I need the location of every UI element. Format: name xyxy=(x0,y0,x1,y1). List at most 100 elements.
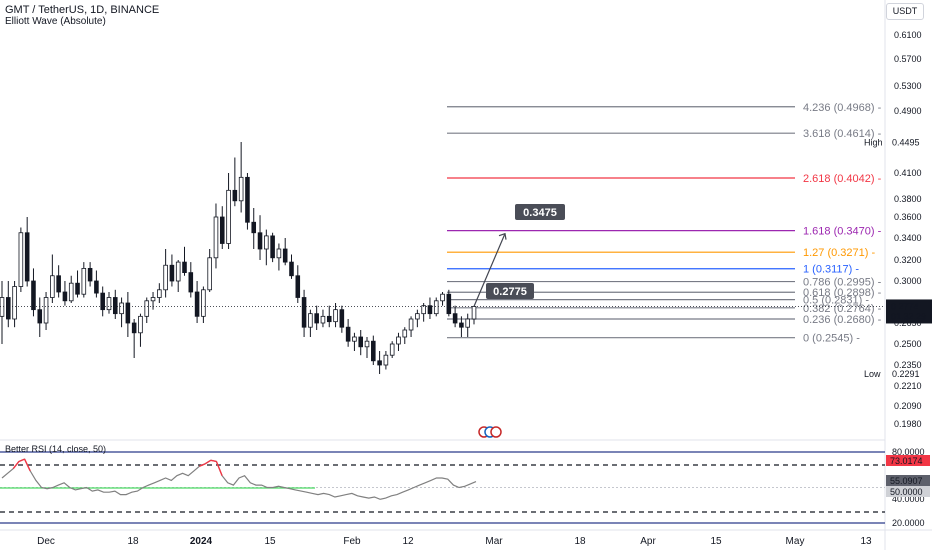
candle-body xyxy=(238,176,244,202)
candle-body xyxy=(251,221,257,234)
fib-level-label: 0.236 (0.2680) - xyxy=(803,314,882,326)
candle-body xyxy=(440,293,445,302)
candle-body xyxy=(106,297,112,311)
candle-body xyxy=(194,291,200,317)
candle-body xyxy=(245,176,250,223)
last-price-badge xyxy=(886,299,932,324)
projection-arrow-head xyxy=(498,232,507,240)
x-tick-label: Apr xyxy=(640,536,656,547)
candle-body xyxy=(62,291,68,302)
x-tick-label: Mar xyxy=(485,536,503,547)
fib-level-label: 0.382 (0.2764) - xyxy=(803,303,882,315)
rsi-value-badge-text: 73.0174 xyxy=(890,456,923,466)
candle-body xyxy=(339,309,345,328)
rsi-value-badge-text: 55.0907 xyxy=(890,476,923,486)
candle-body xyxy=(345,326,351,342)
y-tick-label: 0.2500 xyxy=(894,339,922,349)
fib-level-label: 3.618 (0.4614) - xyxy=(803,128,882,140)
rsi-value-badge xyxy=(886,475,930,486)
x-tick-label: 2024 xyxy=(190,536,213,547)
projection-label-box xyxy=(515,204,565,220)
rsi-overbought-segment xyxy=(215,461,223,476)
x-tick-label: 18 xyxy=(127,536,139,547)
rsi-line xyxy=(1,458,477,500)
candle-body xyxy=(131,322,137,334)
candle-body xyxy=(459,322,464,328)
candle-body xyxy=(427,305,433,315)
x-tick-label: May xyxy=(786,536,805,547)
y-tick-label: 0.4100 xyxy=(894,168,922,178)
rsi-overbought-segment xyxy=(12,461,20,470)
fib-level-label: 4.236 (0.4968) - xyxy=(803,102,882,114)
y-tick-label: 0.3800 xyxy=(894,194,922,204)
y-tick-label: 0.3600 xyxy=(894,212,922,222)
candle-body xyxy=(433,300,439,315)
candle-body xyxy=(144,300,150,317)
candle-body xyxy=(446,293,452,315)
candle-body xyxy=(50,275,55,298)
candle-body xyxy=(125,302,131,324)
candle-body xyxy=(377,360,382,366)
candle-body xyxy=(24,232,30,282)
candle-body xyxy=(232,189,238,202)
last-price-value: 0.2774 xyxy=(891,301,919,311)
candle-body xyxy=(421,305,426,315)
candle-body xyxy=(150,297,156,302)
projection-label: 0.3475 xyxy=(523,207,557,219)
indicator-title: Elliott Wave (Absolute) xyxy=(5,16,106,27)
currency-button[interactable]: USDT xyxy=(886,3,924,20)
fib-level-label: 0.618 (0.2898) - xyxy=(803,287,882,299)
candle-body xyxy=(100,292,105,311)
rsi-axis-label: 40.0000 xyxy=(892,494,925,504)
y-tick-label: 0.2210 xyxy=(894,381,922,391)
candle-body xyxy=(333,309,338,323)
candle-body xyxy=(94,280,99,294)
candle-body xyxy=(201,289,206,317)
countdown-value: 01:32:29 xyxy=(891,311,926,321)
candle-body xyxy=(226,189,231,244)
candle-body xyxy=(383,354,389,366)
candle-body xyxy=(276,248,282,259)
rsi-value-badge xyxy=(886,486,930,497)
x-tick-label: 15 xyxy=(710,536,722,547)
x-tick-label: 18 xyxy=(574,536,586,547)
y-tick-label: 0.5300 xyxy=(894,81,922,91)
y-tick-label: 0.2350 xyxy=(894,360,922,370)
candle-body xyxy=(364,340,370,348)
candle-body xyxy=(112,297,118,315)
rsi-overbought-segment xyxy=(23,458,31,472)
y-tick-label: 0.1980 xyxy=(894,419,922,429)
candle-body xyxy=(157,289,162,298)
candle-body xyxy=(213,216,219,259)
fib-level-label: 0 (0.2545) - xyxy=(803,333,860,345)
candle-body xyxy=(219,216,225,244)
candle-body xyxy=(308,313,313,328)
candle-body xyxy=(68,282,74,302)
candle-body xyxy=(175,261,181,282)
rsi-overbought-segment xyxy=(204,459,212,465)
candle-body xyxy=(18,232,24,287)
x-tick-label: 12 xyxy=(402,536,414,547)
candle-body xyxy=(396,336,401,345)
candle-body xyxy=(257,232,263,250)
y-tick-label: 0.3200 xyxy=(894,255,922,265)
candle-body xyxy=(471,306,477,320)
x-tick-label: 13 xyxy=(860,536,872,547)
x-tick-label: Feb xyxy=(343,536,361,547)
price-badge-value: 0.2291 xyxy=(892,369,920,379)
candle-body xyxy=(289,261,294,277)
candle-body xyxy=(43,297,49,324)
candle-body xyxy=(320,315,326,324)
candle-body xyxy=(358,336,364,348)
candle-body xyxy=(37,309,43,324)
fib-level-label: 1 (0.3117) - xyxy=(803,264,859,276)
candle-body xyxy=(282,248,288,263)
candle-body xyxy=(56,275,61,293)
price-badge-label: Low xyxy=(864,369,881,379)
candle-body xyxy=(402,329,408,338)
projection-label-box xyxy=(486,283,534,299)
candle-body xyxy=(371,340,376,362)
candle-body xyxy=(352,336,357,342)
candle-body xyxy=(264,235,269,250)
